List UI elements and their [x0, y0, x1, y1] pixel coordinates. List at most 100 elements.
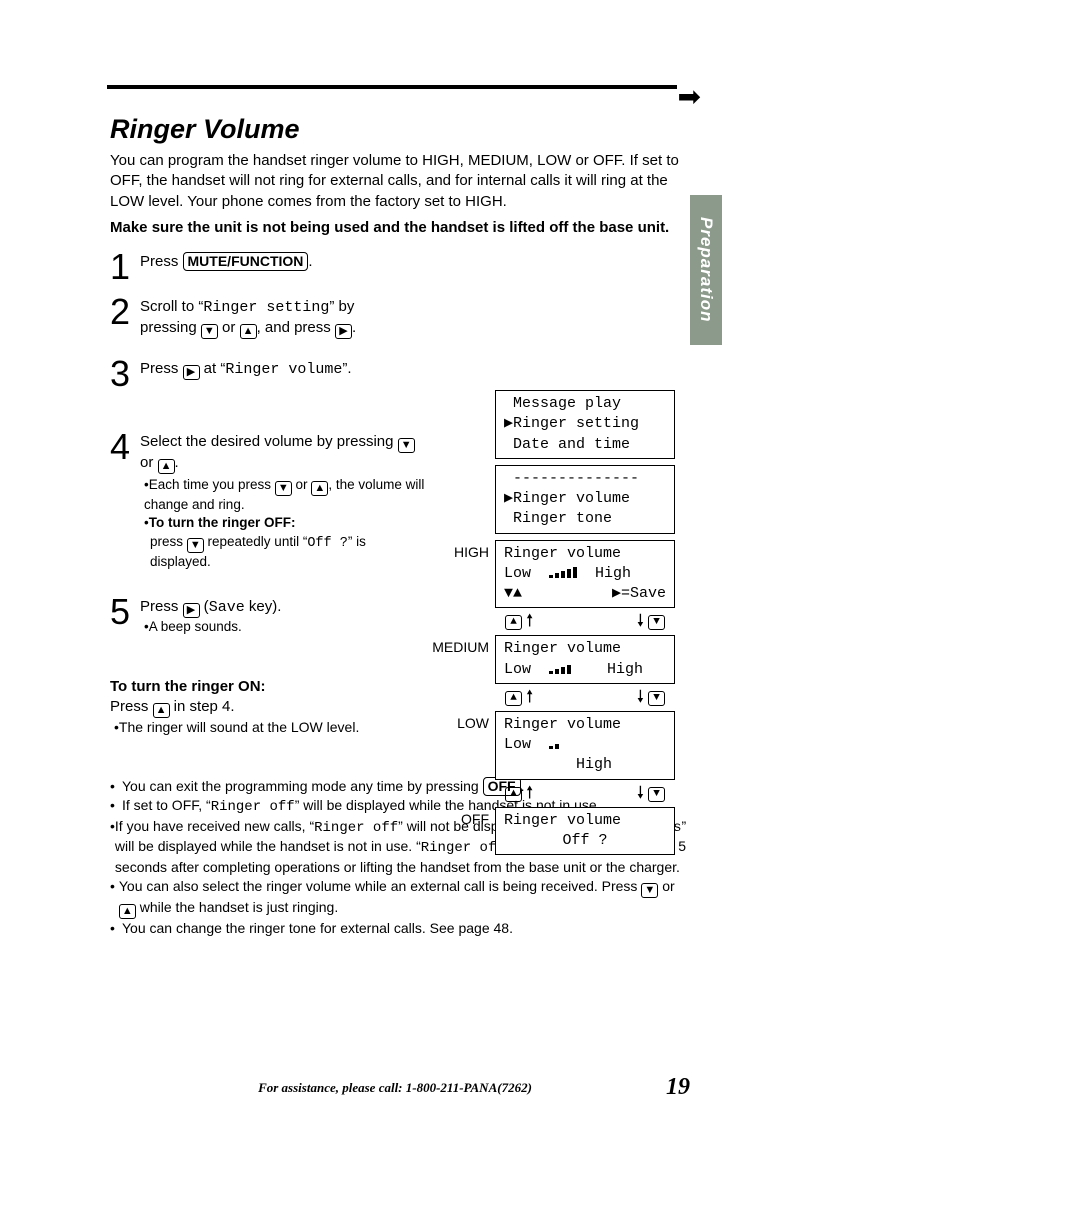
text: To turn the ringer OFF:	[149, 515, 296, 530]
text: A beep sounds.	[149, 619, 242, 634]
text: repeatedly until “	[204, 534, 308, 549]
step-number: 2	[110, 294, 134, 330]
up-icon: ▲	[240, 324, 257, 339]
text: (	[200, 598, 209, 615]
up-icon: ▲	[505, 691, 522, 706]
step-number: 3	[110, 356, 134, 392]
down-arrow-icon: 🠗	[637, 786, 644, 803]
level-label: OFF	[424, 810, 489, 829]
right-icon: ▶	[183, 365, 200, 380]
mono-text: Ringer setting	[203, 299, 329, 316]
save-hint: ▶=Save	[612, 584, 666, 604]
display-menu: Message play ▶Ringer setting Date and ti…	[495, 390, 675, 459]
display-column: Message play ▶Ringer setting Date and ti…	[430, 390, 675, 861]
text: High	[576, 756, 612, 773]
up-icon: ▲	[505, 615, 522, 630]
down-icon: ▼	[187, 538, 204, 553]
text: If you have received new calls, “	[115, 818, 314, 834]
text: key).	[245, 598, 282, 615]
up-icon: ▲	[119, 904, 136, 919]
warning-text: Make sure the unit is not being used and…	[110, 218, 695, 238]
text: Low	[504, 736, 531, 753]
display-menu: -------------- ▶Ringer volume Ringer ton…	[495, 465, 675, 534]
text: Press	[140, 598, 183, 615]
level-label: LOW	[424, 714, 489, 733]
text: Low	[504, 661, 531, 678]
text: High	[595, 565, 631, 582]
down-icon: ▼	[648, 787, 665, 802]
display-line: Off ?	[504, 831, 666, 851]
text: Press	[140, 360, 183, 377]
text: Press	[140, 253, 183, 270]
up-icon: ▲	[153, 703, 170, 718]
text: Each time you press	[149, 477, 275, 492]
up-icon: ▲	[311, 481, 328, 496]
mute-function-key: MUTE/FUNCTION	[183, 252, 309, 271]
mono-text: Ringer off	[211, 799, 295, 815]
display-line: Ringer volume	[504, 811, 666, 831]
volume-bars	[549, 744, 559, 749]
assistance-text: For assistance, please call: 1-800-211-P…	[258, 1080, 532, 1095]
display-line: ▶Ringer volume	[504, 489, 666, 509]
arrow-row: ▲ 🠕 🠗 ▼	[495, 614, 675, 631]
text: in step 4.	[170, 698, 235, 715]
nav-icons: ▼▲	[504, 585, 522, 602]
up-arrow-icon: 🠕	[526, 786, 533, 803]
down-icon: ▼	[201, 324, 218, 339]
text: at “	[200, 360, 226, 377]
text: You can change the ringer tone for exter…	[122, 919, 513, 938]
display-line: ▶Ringer setting	[504, 414, 666, 434]
down-arrow-icon: 🠗	[637, 614, 644, 631]
mono-text: Save	[209, 599, 245, 616]
down-icon: ▼	[641, 883, 658, 898]
sub-text: press ▼ repeatedly until “Off ?” is disp…	[140, 533, 425, 571]
display-line: Date and time	[504, 435, 666, 455]
display-line: --------------	[504, 469, 666, 489]
page-number: 19	[666, 1074, 690, 1101]
right-icon: ▶	[183, 603, 200, 618]
text: Select the desired volume by pressing	[140, 433, 398, 450]
display-line: Ringer volume	[504, 544, 666, 564]
display-medium: MEDIUM Ringer volume Low High	[495, 635, 675, 684]
step-number: 4	[110, 429, 134, 465]
right-icon: ▶	[335, 324, 352, 339]
step-text: Select the desired volume by pressing ▼ …	[140, 432, 425, 571]
mono-text: Ringer off	[314, 820, 398, 836]
text: ”.	[342, 360, 351, 377]
display-line: Ringer tone	[504, 509, 666, 529]
step-text: Press MUTE/FUNCTION.	[140, 252, 695, 272]
text: The ringer will sound at the LOW level.	[119, 719, 359, 735]
page-title: Ringer Volume	[110, 114, 695, 145]
text: press	[150, 534, 187, 549]
up-arrow-icon: 🠕	[526, 690, 533, 707]
continue-arrow-icon: ➡	[678, 80, 701, 113]
step-number: 1	[110, 249, 134, 285]
text: or	[658, 878, 674, 894]
mono-text: Ringer volume	[225, 361, 342, 378]
level-label: HIGH	[424, 543, 489, 562]
text: You can also select the ringer volume wh…	[119, 878, 641, 894]
text: Press	[110, 698, 153, 715]
step-text: Scroll to “Ringer setting” by pressing ▼…	[140, 297, 400, 339]
arrow-row: ▲🠕 🠗▼	[495, 690, 675, 707]
text: .	[308, 253, 312, 270]
up-arrow-icon: 🠕	[526, 614, 533, 631]
down-icon: ▼	[275, 481, 292, 496]
text: High	[607, 661, 643, 678]
text: while the handset is just ringing.	[136, 899, 338, 915]
mono-text: Off ?	[307, 536, 348, 551]
text: , and press	[257, 319, 335, 336]
level-label: MEDIUM	[424, 638, 489, 657]
up-icon: ▲	[505, 787, 522, 802]
down-icon: ▼	[648, 615, 665, 630]
sub-text: •Each time you press ▼ or ▲, the volume …	[140, 476, 425, 514]
display-line: Ringer volume	[504, 639, 666, 659]
display-line: Message play	[504, 394, 666, 414]
down-icon: ▼	[398, 438, 415, 453]
page-footer: For assistance, please call: 1-800-211-P…	[110, 1080, 680, 1097]
arrow-row: ▲ 🠕 🠗 ▼	[495, 786, 675, 803]
display-off: OFF Ringer volume Off ?	[495, 807, 675, 856]
up-icon: ▲	[158, 459, 175, 474]
step-text: Press ▶ at “Ringer volume”.	[140, 359, 695, 380]
display-low: LOW Ringer volume Low High	[495, 711, 675, 780]
